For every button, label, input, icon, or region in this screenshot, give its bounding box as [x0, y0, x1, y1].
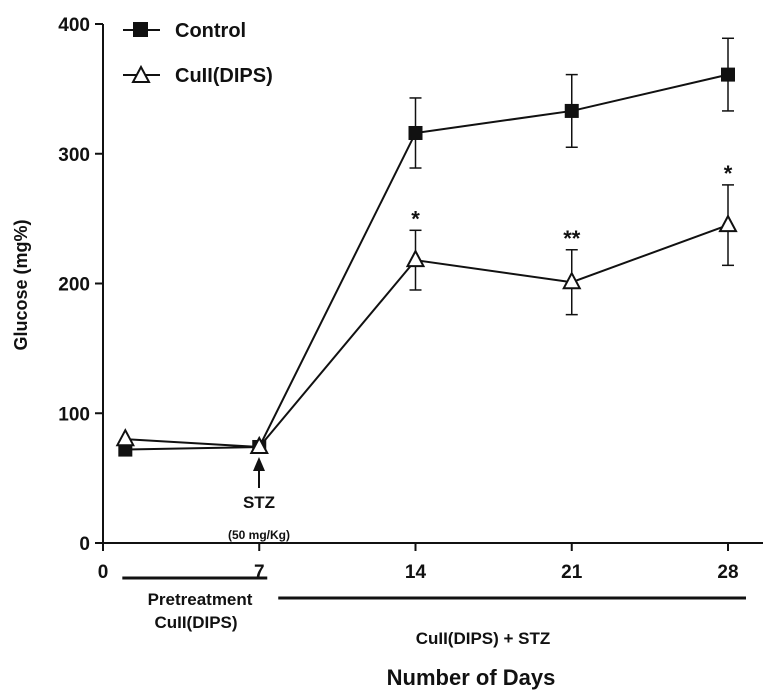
y-tick-label: 300	[58, 145, 90, 166]
stz-arrow-head	[253, 457, 265, 471]
cuii-dips-point	[562, 271, 582, 290]
cuii-dips-point	[405, 249, 426, 268]
control-point	[721, 67, 735, 82]
x-ticks: 0 7 14 21 28	[98, 543, 739, 583]
y-axis-label: Glucose (mg%)	[11, 219, 31, 350]
cuii-dips-point	[249, 435, 269, 454]
data-markers	[115, 67, 738, 457]
significance-mark: **	[563, 226, 581, 251]
x-axis-label: Number of Days	[387, 665, 556, 690]
series-line-1	[125, 224, 729, 449]
stz-dose-label: (50 mg/Kg)	[228, 528, 290, 542]
x-tick-label: 7	[254, 562, 265, 583]
stz-annotation: STZ (50 mg/Kg)	[228, 457, 290, 542]
x-tick-label: 14	[405, 562, 427, 583]
treatment-label: CuII(DIPS) + STZ	[416, 629, 551, 648]
y-ticks: 0 100 200 300 400	[58, 15, 103, 555]
error-bars	[409, 37, 734, 316]
legend-item-cuii-dips: CuII(DIPS)	[123, 64, 273, 87]
pretreatment-label-line1: Pretreatment	[148, 590, 253, 609]
significance-marks: ****	[411, 161, 733, 251]
legend-marker-cuii-dips	[131, 64, 151, 83]
legend-label-cuii-dips: CuII(DIPS)	[175, 65, 273, 87]
legend-label-control: Control	[175, 20, 246, 42]
legend: Control CuII(DIPS)	[123, 20, 273, 87]
y-tick-label: 0	[79, 534, 90, 555]
pretreatment-label-line2: CuII(DIPS)	[154, 613, 237, 632]
x-tick-label: 21	[561, 562, 583, 583]
control-point	[564, 103, 579, 118]
y-tick-label: 200	[58, 275, 90, 296]
significance-mark: *	[724, 161, 733, 186]
stz-label: STZ	[243, 493, 275, 512]
significance-mark: *	[411, 206, 420, 231]
y-tick-label: 400	[58, 15, 90, 36]
control-point	[408, 125, 423, 140]
phase-annotations: Pretreatment CuII(DIPS) CuII(DIPS) + STZ	[122, 576, 746, 648]
y-tick-label: 100	[58, 404, 90, 425]
cuii-dips-point	[718, 213, 738, 233]
x-tick-label: 0	[98, 562, 109, 583]
cuii-dips-point	[115, 428, 135, 447]
legend-marker-control	[133, 22, 148, 37]
legend-item-control: Control	[123, 20, 246, 42]
series-lines	[125, 73, 729, 451]
x-tick-label: 28	[717, 562, 738, 583]
axes	[102, 24, 763, 544]
